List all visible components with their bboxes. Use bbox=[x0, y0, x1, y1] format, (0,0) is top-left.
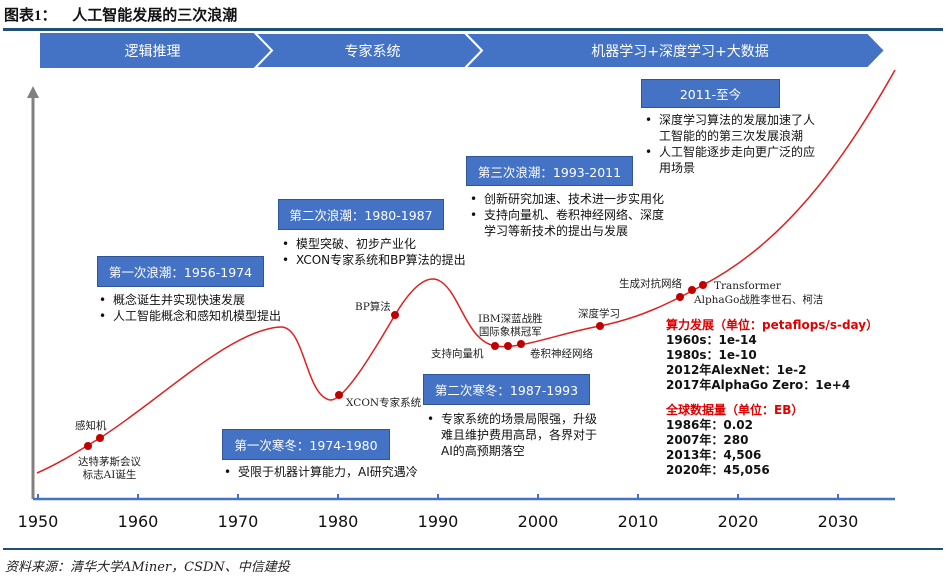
event-line: 国际象棋冠军 bbox=[478, 326, 542, 338]
x-tick-label: 2030 bbox=[817, 512, 859, 531]
data-volume-stats: 全球数据量（单位：EB） 1986年：0.02 2007年：280 2013年：… bbox=[666, 403, 803, 478]
x-tick-label: 1950 bbox=[17, 512, 59, 531]
x-tick-label: 1990 bbox=[417, 512, 459, 531]
bullet: 模型突破、初步产业化 bbox=[280, 236, 466, 252]
figure-title-text: 人工智能发展的三次浪潮 bbox=[72, 6, 238, 24]
compute-stats: 算力发展（单位：petaflops/s-day） 1960s：1e-14 198… bbox=[666, 318, 878, 393]
bullet-continued: 学习等新技术的提出与发展 bbox=[484, 224, 629, 238]
dot-transformer bbox=[699, 281, 707, 289]
x-tick-label: 1970 bbox=[217, 512, 259, 531]
data-volume-row: 2020年：45,056 bbox=[666, 463, 770, 477]
event-xcon: XCON专家系统 bbox=[346, 397, 422, 409]
dot-dl bbox=[596, 322, 604, 330]
bullet: 人工智能逐步走向更广泛的应 bbox=[643, 144, 815, 160]
bullet: 人工智能概念和感知机模型提出 bbox=[97, 308, 281, 324]
phase-ml: 机器学习+深度学习+大数据 bbox=[591, 43, 769, 60]
compute-row: 1960s：1e-14 bbox=[666, 333, 757, 347]
bullet: 受限于机器计算能力，AI研究遇冷 bbox=[222, 464, 418, 480]
x-axis-ticks bbox=[37, 494, 839, 499]
x-tick-label: 2010 bbox=[617, 512, 659, 531]
x-tick-label: 1960 bbox=[117, 512, 159, 531]
figure-title: 图表1： 人工智能发展的三次浪潮 bbox=[4, 4, 237, 25]
phase-arrow-3 bbox=[462, 32, 887, 69]
x-tick-label: 2020 bbox=[717, 512, 759, 531]
source-note: 资料来源：清华大学AMiner，CSDN、中信建投 bbox=[5, 560, 290, 575]
event-dots bbox=[84, 281, 707, 450]
stage-box-winter1: 第一次寒冬：1974-1980 bbox=[222, 429, 390, 460]
bullet: 专家系统的场景局限强，升级 bbox=[425, 411, 597, 427]
stage-box-current: 2011-至今 bbox=[641, 79, 780, 108]
compute-row: 1980s：1e-10 bbox=[666, 348, 757, 362]
event-cnn: 卷积神经网络 bbox=[530, 348, 593, 360]
data-volume-row: 2007年：280 bbox=[666, 433, 749, 447]
event-deep-learning: 深度学习 bbox=[578, 308, 620, 320]
bullet-continued: 工智能的的第三次发展浪潮 bbox=[659, 129, 804, 143]
stage-bullets-wave3: 创新研究加速、技术进一步实用化 支持向量机、卷积神经网络、深度 学习等新技术的提… bbox=[468, 191, 664, 239]
stage-bullets-wave2: 模型突破、初步产业化 XCON专家系统和BP算法的提出 bbox=[280, 236, 466, 268]
bullet-continued: AI的高预期落空 bbox=[441, 444, 525, 458]
stage-bullets-winter1: 受限于机器计算能力，AI研究遇冷 bbox=[222, 464, 418, 480]
event-svm: 支持向量机 bbox=[431, 348, 484, 360]
bullet: 概念诞生并实现快速发展 bbox=[97, 292, 281, 308]
data-volume-row: 2013年：4,506 bbox=[666, 448, 762, 462]
stage-box-wave1: 第一次浪潮：1956-1974 bbox=[97, 256, 264, 287]
y-axis-arrow-icon bbox=[27, 86, 39, 98]
stage-box-wave2: 第二次浪潮：1980-1987 bbox=[278, 199, 444, 230]
dot-cnn bbox=[517, 340, 525, 348]
event-perceptron: 感知机 bbox=[75, 420, 107, 432]
bullet: 支持向量机、卷积神经网络、深度 bbox=[468, 207, 664, 223]
bullet: XCON专家系统和BP算法的提出 bbox=[280, 252, 466, 268]
stage-bullets-winter2: 专家系统的场景局限强，升级 难且维护费用高昂，各界对于 AI的高预期落空 bbox=[425, 411, 597, 459]
x-tick-label: 1980 bbox=[317, 512, 359, 531]
event-gan: 生成对抗网络 bbox=[619, 278, 682, 290]
dot-ibm bbox=[504, 342, 512, 350]
event-dartmouth: 达特茅斯会议 标志AI诞生 bbox=[78, 456, 141, 482]
event-line: 达特茅斯会议 bbox=[78, 456, 141, 468]
event-line: IBM深蓝战胜 bbox=[478, 313, 543, 325]
event-line: 标志AI诞生 bbox=[82, 469, 137, 481]
dot-alphago bbox=[688, 286, 696, 294]
phase-logic: 逻辑推理 bbox=[124, 43, 181, 60]
stage-box-wave3: 第三次浪潮：1993-2011 bbox=[466, 156, 633, 186]
compute-row: 2017年AlphaGo Zero：1e+4 bbox=[666, 378, 851, 392]
dot-perceptron bbox=[96, 434, 104, 442]
bottom-rule bbox=[3, 548, 943, 550]
figure-number: 图表1： bbox=[4, 8, 57, 24]
data-volume-heading: 全球数据量（单位：EB） bbox=[666, 403, 804, 417]
bullet: 深度学习算法的发展加速了人 bbox=[643, 112, 815, 128]
x-tick-label: 2000 bbox=[517, 512, 559, 531]
phase-arrow-1 bbox=[40, 33, 272, 68]
event-bp: BP算法 bbox=[355, 301, 391, 313]
dot-bp bbox=[391, 311, 399, 319]
phase-expert: 专家系统 bbox=[344, 43, 401, 60]
dot-xcon bbox=[335, 391, 343, 399]
stage-box-winter2: 第二次寒冬：1987-1993 bbox=[423, 374, 590, 405]
compute-row: 2012年AlexNet：1e-2 bbox=[666, 363, 807, 377]
bullet-continued: 难且维护费用高昂，各界对于 bbox=[441, 428, 598, 442]
stage-bullets-wave1: 概念诞生并实现快速发展 人工智能概念和感知机模型提出 bbox=[97, 292, 281, 324]
event-transformer: Transformer bbox=[714, 280, 781, 292]
stage-bullets-current: 深度学习算法的发展加速了人 工智能的的第三次发展浪潮 人工智能逐步走向更广泛的应… bbox=[643, 112, 815, 176]
data-volume-row: 1986年：0.02 bbox=[666, 418, 754, 432]
dot-svm bbox=[491, 342, 499, 350]
compute-heading: 算力发展（单位：petaflops/s-day） bbox=[666, 318, 879, 332]
bullet: 创新研究加速、技术进一步实用化 bbox=[468, 191, 664, 207]
event-ibm: IBM深蓝战胜 国际象棋冠军 bbox=[478, 313, 543, 339]
dot-dartmouth bbox=[84, 442, 92, 450]
bullet-continued: 用场景 bbox=[659, 161, 696, 175]
top-rule bbox=[3, 28, 943, 31]
dot-gan bbox=[676, 293, 684, 301]
event-alphago: AlphaGo战胜李世石、柯洁 bbox=[694, 294, 824, 306]
